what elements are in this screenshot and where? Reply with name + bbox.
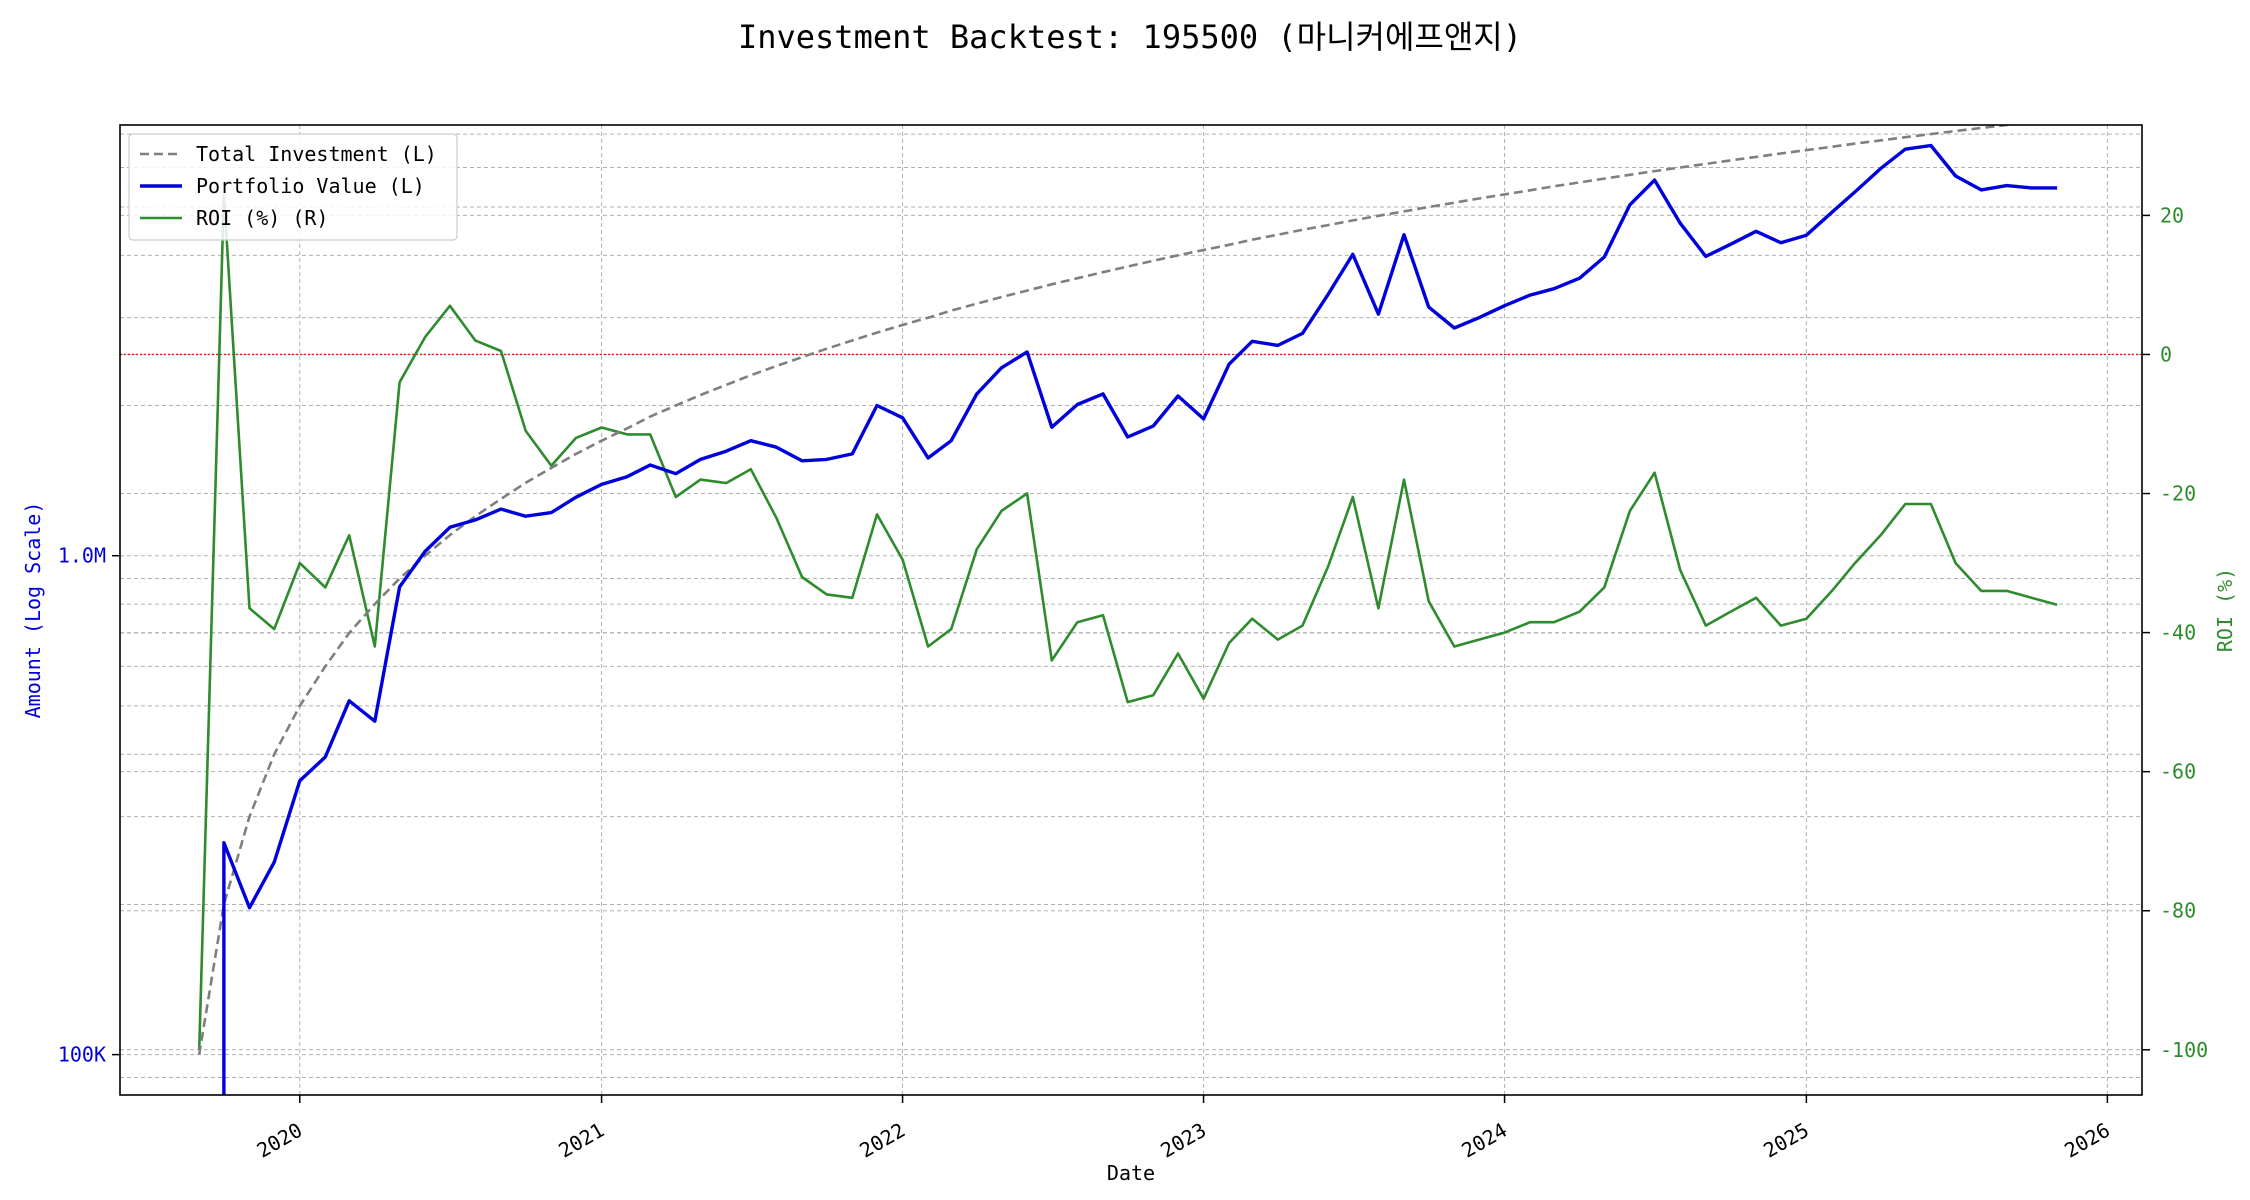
x-tick-label: 2024 — [1457, 1118, 1511, 1163]
y-right-tick-label: -80 — [2160, 899, 2196, 923]
x-tick-label: 2020 — [253, 1118, 307, 1163]
legend-box — [128, 133, 458, 241]
y-left-tick-label: 1.0M — [58, 544, 106, 568]
legend-label: ROI (%) (R) — [196, 206, 328, 230]
plot-frame — [119, 124, 2143, 1096]
roi-line — [197, 193, 2058, 1050]
y-right-tick-label: 20 — [2160, 203, 2184, 227]
y-left-axis: 100K 1.0M — [58, 544, 120, 1067]
grid-layer — [120, 125, 2142, 1095]
x-tick-label: 2022 — [855, 1118, 909, 1163]
series-layer — [197, 125, 2058, 1095]
y-right-axis-label: ROI (%) — [2213, 568, 2237, 652]
x-tick-label: 2025 — [1759, 1118, 1813, 1163]
x-tick-label: 2021 — [554, 1118, 608, 1163]
y-right-tick-label: -60 — [2160, 760, 2196, 784]
legend-items: Total Investment (L) Portfolio Value (L) R… — [140, 142, 437, 230]
x-axis-label: Date — [1107, 1161, 1155, 1185]
legend-label: Total Investment (L) — [196, 142, 437, 166]
chart-title: Investment Backtest: 195500 (마니커에프앤지) — [738, 18, 1522, 56]
y-right-tick-label: -20 — [2160, 482, 2196, 506]
legend-label: Portfolio Value (L) — [196, 174, 425, 198]
y-left-tick-label: 100K — [58, 1043, 106, 1067]
x-axis: 2020 2021 2022 2023 2024 2025 2026 — [253, 1095, 2114, 1163]
y-right-axis: -100 -80 -60 -40 -20 0 20 — [2142, 203, 2208, 1062]
x-tick-label: 2023 — [1156, 1118, 1210, 1163]
legend: Total Investment (L) Portfolio Value (L) R… — [128, 133, 458, 241]
total-investment-line — [197, 125, 2018, 1055]
y-right-tick-label: 0 — [2160, 342, 2172, 366]
y-right-tick-label: -100 — [2160, 1038, 2208, 1062]
y-right-tick-label: -40 — [2160, 621, 2196, 645]
y-left-axis-label: Amount (Log Scale) — [21, 502, 45, 719]
x-tick-label: 2026 — [2060, 1118, 2114, 1163]
portfolio-value-line — [222, 143, 2058, 1095]
